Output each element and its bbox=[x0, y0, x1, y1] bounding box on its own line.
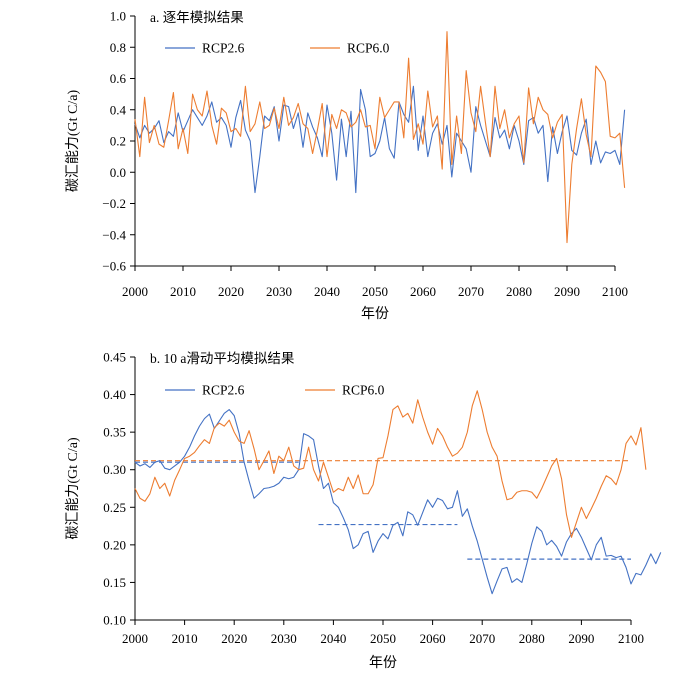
chart-a-x-axis-title: 年份 bbox=[361, 306, 389, 322]
chart-b-y-tick-label: 0.35 bbox=[103, 425, 126, 440]
chart-b-y-axis-title: 碳汇能力(Gt C/a) bbox=[65, 437, 81, 540]
chart-b-x-tick-label: 2100 bbox=[618, 631, 644, 646]
chart-a-y-tick-label: 0.6 bbox=[110, 71, 127, 86]
chart-a-y-tick-label: −0.6 bbox=[102, 259, 126, 274]
chart-b-x-tick-label: 2020 bbox=[221, 631, 247, 646]
chart-a-x-tick-label: 2070 bbox=[458, 284, 484, 299]
chart-b-y-tick-label: 0.40 bbox=[103, 387, 126, 402]
chart-a-y-tick-label: 0.0 bbox=[110, 165, 126, 180]
chart-a-x-tick-label: 2010 bbox=[170, 284, 196, 299]
chart-a-legend-label-rcp60: RCP6.0 bbox=[347, 41, 390, 56]
chart-a-y-tick-label: 1.0 bbox=[110, 9, 126, 24]
chart-b-x-tick-label: 2040 bbox=[320, 631, 346, 646]
chart-b-legend-label-rcp26: RCP2.6 bbox=[202, 383, 245, 398]
chart-a-x-tick-label: 2080 bbox=[506, 284, 532, 299]
chart-b-x-tick-label: 2070 bbox=[469, 631, 495, 646]
chart-a-x-tick-label: 2040 bbox=[314, 284, 340, 299]
chart-a-x-tick-label: 2050 bbox=[362, 284, 388, 299]
chart-a-x-tick-label: 2000 bbox=[122, 284, 148, 299]
chart-b-y-tick-label: 0.10 bbox=[103, 613, 126, 628]
chart-a-x-tick-label: 2020 bbox=[218, 284, 244, 299]
chart-b-y-tick-label: 0.25 bbox=[103, 500, 126, 515]
chart-a-y-tick-label: −0.4 bbox=[102, 227, 126, 242]
chart-b-legend-label-rcp60: RCP6.0 bbox=[342, 383, 385, 398]
chart-a-series-rcp26 bbox=[134, 85, 626, 194]
chart-b-y-tick-label: 0.20 bbox=[103, 537, 126, 552]
chart-b-y-tick-label: 0.45 bbox=[103, 350, 126, 365]
chart-b-x-tick-label: 2080 bbox=[519, 631, 545, 646]
chart-a-series-rcp60 bbox=[134, 31, 626, 244]
chart-b-x-tick-label: 2000 bbox=[122, 631, 148, 646]
chart-a-yearly: −0.6 −0.4 −0.2 0.0 0.2 0.4 0.6 0.8 1.0 2000 2010 20… bbox=[65, 9, 628, 323]
chart-a-x-tick-label: 2030 bbox=[266, 284, 292, 299]
chart-a-x-tick-label: 2100 bbox=[602, 284, 628, 299]
chart-b-moving-average: 0.10 0.15 0.20 0.25 0.30 0.35 0.40 0.45 2000 2010… bbox=[65, 350, 662, 671]
chart-b-x-tick-label: 2090 bbox=[568, 631, 594, 646]
chart-b-series-rcp26 bbox=[134, 409, 662, 595]
chart-b-x-axis-title: 年份 bbox=[369, 655, 397, 671]
chart-a-y-axis-title: 碳汇能力(Gt C/a) bbox=[65, 90, 81, 193]
chart-a-y-tick-label: −0.2 bbox=[102, 196, 126, 211]
chart-a-y-tick-label: 0.8 bbox=[110, 40, 126, 55]
chart-b-x-tick-label: 2060 bbox=[420, 631, 446, 646]
chart-b-x-tick-label: 2010 bbox=[172, 631, 198, 646]
chart-b-x-tick-label: 2050 bbox=[370, 631, 396, 646]
chart-a-x-tick-label: 2060 bbox=[410, 284, 436, 299]
chart-a-x-tick-label: 2090 bbox=[554, 284, 580, 299]
chart-a-panel-title: a. 逐年模拟结果 bbox=[150, 10, 244, 25]
chart-b-x-tick-label: 2030 bbox=[271, 631, 297, 646]
chart-b-panel-title: b. 10 a滑动平均模拟结果 bbox=[150, 351, 295, 366]
chart-a-legend-label-rcp26: RCP2.6 bbox=[202, 41, 245, 56]
chart-a-y-tick-label: 0.4 bbox=[110, 102, 127, 117]
chart-a-y-tick-label: 0.2 bbox=[110, 134, 126, 149]
chart-b-y-tick-label: 0.30 bbox=[103, 462, 126, 477]
chart-b-y-tick-label: 0.15 bbox=[103, 575, 126, 590]
chart-b-series-rcp60 bbox=[134, 390, 647, 538]
